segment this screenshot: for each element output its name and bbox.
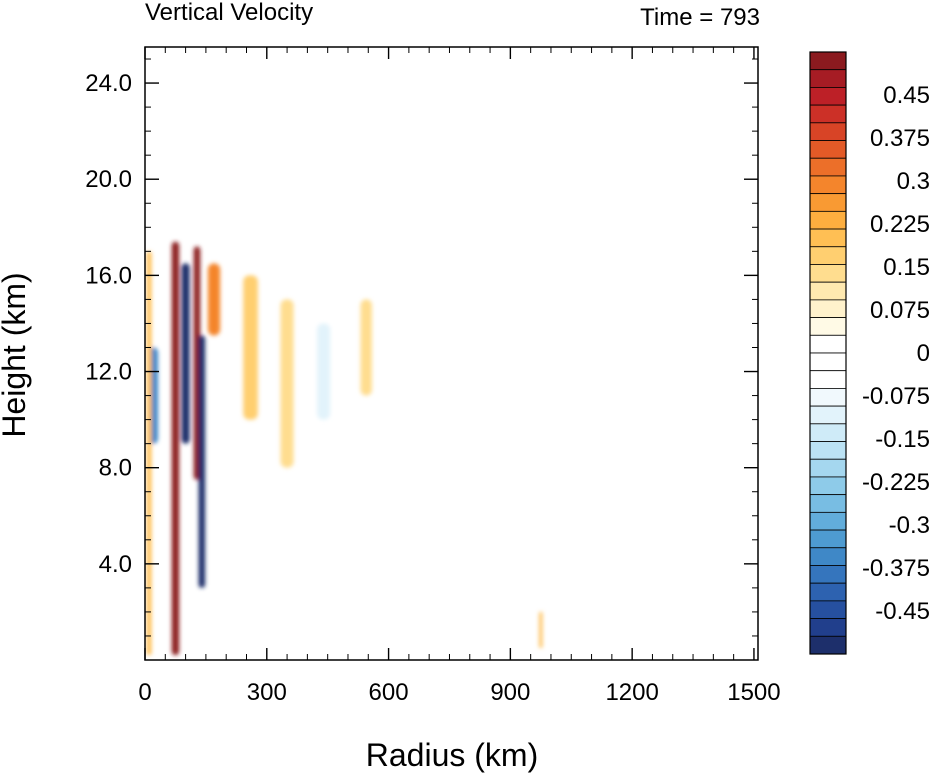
colorbar-swatch	[809, 388, 847, 407]
x-axis-ticks: 0 300 600 900 1200 1500	[138, 47, 781, 706]
colorbar-tick-label: 0.075	[870, 297, 930, 324]
colorbar-swatch	[809, 529, 847, 549]
updraft-cell-9	[360, 299, 372, 396]
colorbar-tick-label: 0.225	[870, 211, 930, 238]
y-tick-label: 20.0	[85, 166, 132, 193]
colorbar-swatch	[809, 352, 847, 372]
colorbar-swatch	[809, 600, 847, 619]
colorbar-tick-label: -0.45	[875, 598, 930, 625]
x-tick-label: 1200	[605, 679, 658, 706]
colorbar-swatch	[809, 618, 847, 637]
velocity-field	[146, 241, 543, 656]
plot-background	[145, 47, 758, 660]
chart-title: Vertical Velocity	[145, 0, 313, 26]
y-tick-label: 24.0	[85, 70, 132, 97]
colorbar-tick-label: -0.3	[889, 512, 930, 539]
x-tick-label: 0	[138, 679, 151, 706]
colorbar-tick-label: -0.225	[862, 469, 930, 496]
colorbar-swatch	[809, 157, 847, 177]
updraft-cell-0	[171, 241, 180, 656]
x-tick-label: 300	[247, 679, 287, 706]
updraft-cell-7	[243, 275, 258, 420]
y-axis-label: Height (km)	[0, 272, 32, 437]
colorbar-tick-label: -0.15	[875, 426, 930, 453]
y-tick-label: 16.0	[85, 262, 132, 289]
colorbar-swatch	[809, 140, 847, 159]
colorbar-labels: 0.45 0.375 0.3 0.225 0.15 0.075 0 -0.075 -0.15 -0…	[862, 82, 930, 625]
updraft-cell-11	[539, 611, 543, 648]
colorbar-swatch	[809, 635, 847, 655]
colorbar-tick-label: 0.375	[870, 125, 930, 152]
y-tick-label: 12.0	[85, 359, 132, 386]
colorbar-swatch	[809, 210, 847, 230]
colorbar-swatch	[809, 565, 847, 584]
colorbar-swatch	[809, 228, 847, 248]
colorbar-tick-label: 0.45	[883, 82, 930, 109]
colorbar-swatch	[809, 405, 847, 425]
colorbar-swatch	[809, 246, 847, 265]
colorbar-swatch	[809, 494, 847, 513]
colorbar-swatch	[809, 69, 847, 88]
colorbar-tick-label: 0.15	[883, 254, 930, 281]
colorbar-swatch	[809, 299, 847, 318]
colorbar-swatch	[809, 476, 847, 496]
colorbar-swatch	[809, 582, 847, 602]
colorbar-tick-label: -0.075	[862, 383, 930, 410]
colorbar-swatch	[809, 281, 847, 301]
colorbar-swatch	[809, 547, 847, 566]
y-axis-ticks: 4.0 8.0 12.0 16.0 20.0 24.0	[85, 58, 758, 637]
colorbar-tick-label: 0	[917, 340, 930, 367]
colorbar-swatch	[809, 175, 847, 195]
y-tick-label: 8.0	[99, 455, 132, 482]
y-tick-label: 4.0	[99, 551, 132, 578]
colorbar-swatch	[809, 87, 847, 106]
downdraft-cell-3	[198, 335, 206, 588]
colorbar-swatch	[809, 370, 847, 389]
x-tick-label: 1500	[727, 679, 780, 706]
colorbar-swatch	[809, 264, 847, 283]
colorbar-swatch	[809, 317, 847, 336]
colorbar-swatch	[809, 122, 847, 141]
colorbar-swatch	[809, 51, 847, 71]
updraft-cell-1	[193, 246, 201, 480]
colorbar-swatch	[809, 423, 847, 442]
colorbar-swatch	[809, 441, 847, 460]
updraft-cell-8	[280, 299, 294, 468]
chart-subtitle: Time = 793	[640, 4, 760, 31]
x-axis-label: Radius (km)	[366, 737, 538, 773]
colorbar-swatch	[809, 193, 847, 212]
downdraft-cell-2	[181, 263, 190, 444]
updraft-cell-5	[146, 251, 152, 656]
colorbar-swatch	[809, 511, 847, 531]
updraft-cell-6	[207, 263, 221, 336]
plot-frame	[144, 46, 759, 661]
colorbar-swatch	[809, 334, 847, 354]
colorbar	[809, 51, 847, 655]
colorbar-swatch	[809, 458, 847, 478]
colorbar-swatch	[809, 104, 847, 124]
x-tick-label: 600	[369, 679, 409, 706]
colorbar-tick-label: 0.3	[897, 168, 930, 195]
colorbar-tick-label: -0.375	[862, 555, 930, 582]
downdraft-cell-10	[317, 323, 331, 420]
colorbar-frame	[809, 51, 847, 655]
x-tick-label: 900	[490, 679, 530, 706]
